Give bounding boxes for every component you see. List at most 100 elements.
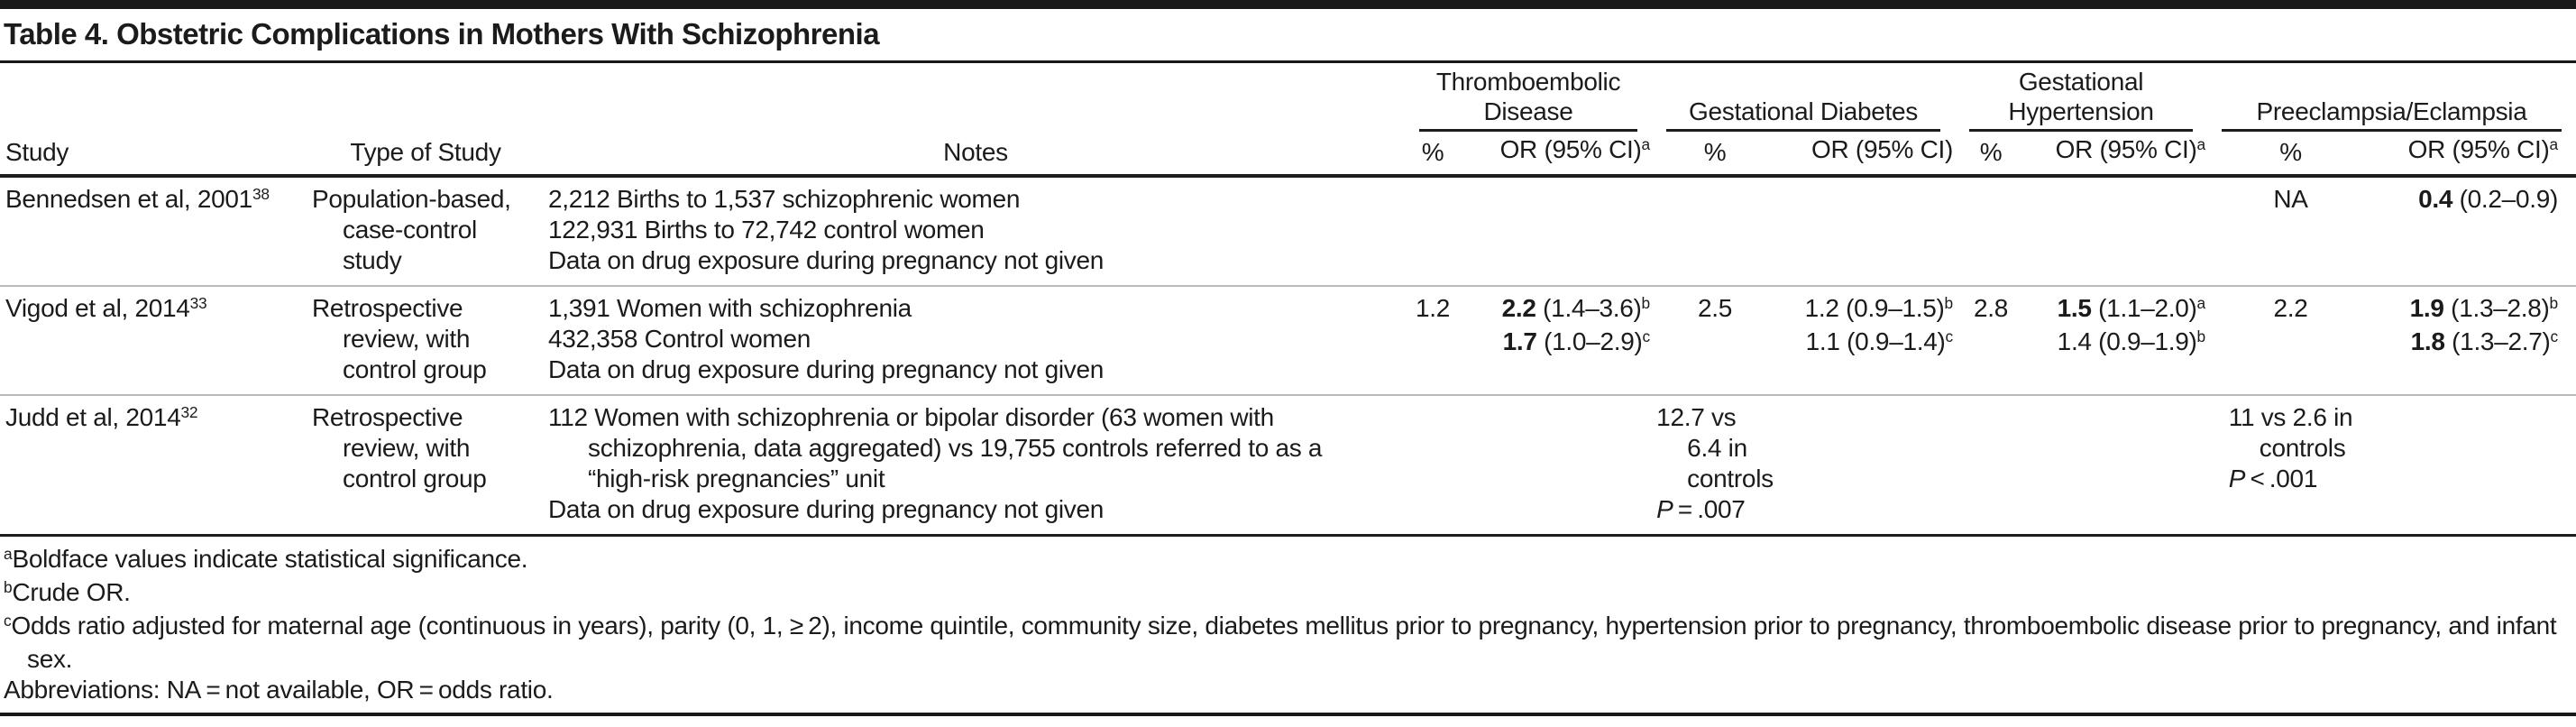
study-cell: Bennedsen et al, 200138 <box>0 176 305 286</box>
table-body: Bennedsen et al, 200138 Population-based,… <box>0 176 2576 537</box>
footnote-line: aBoldface values indicate statistical si… <box>4 545 528 573</box>
pct-text-block: 12.7 vs 6.4 in controls P = .007 <box>1656 402 1774 525</box>
text-line: “high-risk pregnancies” unit <box>588 465 885 492</box>
reference-superscript: 38 <box>252 185 270 204</box>
study-name: Judd et al, 201432 <box>5 403 198 431</box>
italic-p: P <box>1656 495 1673 523</box>
superscript: b <box>1641 294 1651 313</box>
text-line: schizophrenia, data aggregated) vs 19,75… <box>588 434 1323 462</box>
superscript: a <box>2196 135 2206 154</box>
text-line: 432,358 Control women <box>548 325 811 353</box>
or-header-label: OR (95% CI) <box>1499 135 1642 163</box>
group-header-row: Study Type of Study Notes Thromboembolic… <box>0 63 2576 178</box>
text-line: Retrospective <box>312 294 463 322</box>
footnote-marker: c <box>4 612 12 630</box>
or-cell-gestational-diabetes <box>1778 176 1955 286</box>
note-item: 432,358 Control women <box>548 324 1403 354</box>
sub-header-row: % OR (95% CI)a % OR (95% CI) % OR (95% C… <box>0 132 2576 178</box>
col-header-notes: Notes <box>546 63 1405 178</box>
or-cell-thromboembolic-disease <box>1461 176 1652 286</box>
text-line: 112 Women with schizophrenia or bipolar … <box>548 403 1274 431</box>
bold-or-value: 1.5 <box>2057 294 2092 322</box>
group-label: Thromboembolic Disease <box>1419 67 1637 132</box>
notes-cell: 2,212 Births to 1,537 schizophrenic wome… <box>546 176 1405 286</box>
pct-cell-preeclampsia-eclampsia: NA <box>2273 185 2308 213</box>
col-header-study: Study <box>0 63 305 178</box>
text-line: controls <box>2259 434 2346 462</box>
bold-or-value: 1.8 <box>2410 327 2445 355</box>
or-value: 1.4 (0.9–1.9)b <box>2057 327 2206 355</box>
col-header-or-thromboembolic: OR (95% CI)a <box>1461 132 1652 178</box>
note-item: 122,931 Births to 72,742 control women <box>548 215 1403 245</box>
reference-superscript: 33 <box>189 294 207 313</box>
or-value: 1.2 (0.9–1.5)b <box>1804 294 1954 322</box>
text-line: review, with <box>343 325 471 353</box>
group-header-thromboembolic-disease: Thromboembolic Disease <box>1405 63 1652 132</box>
or-value: 1.1 (0.9–1.4)c <box>1805 327 1954 355</box>
text-line: 6.4 in <box>1687 434 1747 462</box>
or-cell-gestational-diabetes: 1.2 (0.9–1.5)b 1.1 (0.9–1.4)c <box>1778 285 1955 395</box>
note-item: Data on drug exposure during pregnancy n… <box>548 494 1403 525</box>
or-cell-gestational-diabetes <box>1778 394 1955 537</box>
group-label: Gestational Hypertension <box>1969 67 2194 132</box>
text-line: Retrospective <box>312 403 463 431</box>
notes-cell: 1,391 Women with schizophrenia 432,358 Co… <box>546 285 1405 395</box>
superscript: a <box>1641 135 1651 154</box>
pct-text-block: 11 vs 2.6 in controls P < .001 <box>2229 402 2353 494</box>
or-value: 1.5 (1.1–2.0)a <box>2057 294 2206 322</box>
pct-cell-gestational-hypertension: 2.8 <box>1955 285 2027 395</box>
text-line: 12.7 vs <box>1656 403 1737 431</box>
text-line: 1,391 Women with schizophrenia <box>548 294 912 322</box>
obstetric-complications-table: Study Type of Study Notes Thromboembolic… <box>0 63 2576 537</box>
text-line: Population-based, <box>312 185 511 213</box>
text-line: case-control <box>343 216 477 244</box>
col-header-pct-preeclampsia: % <box>2207 132 2375 178</box>
pct-cell-preeclampsia-eclampsia: 11 vs 2.6 in controls P < .001 <box>2207 394 2375 537</box>
superscript: c <box>1945 327 1954 346</box>
superscript: b <box>2196 327 2206 346</box>
top-rule <box>0 0 2576 9</box>
notes-cell: 112 Women with schizophrenia or bipolar … <box>546 394 1405 537</box>
study-name: Bennedsen et al, 200138 <box>5 185 270 213</box>
or-header-label: OR (95% CI) <box>2055 135 2197 163</box>
or-value: 1.9 (1.3–2.8)b <box>2409 294 2559 322</box>
superscript: a <box>2549 135 2559 154</box>
col-header-or-gestational-hypertension: OR (95% CI)a <box>2027 132 2208 178</box>
text-line: control group <box>343 355 487 383</box>
note-item: Data on drug exposure during pregnancy n… <box>548 245 1403 276</box>
reference-superscript: 32 <box>180 403 198 422</box>
or-value: 0.4 (0.2–0.9) <box>2418 185 2559 213</box>
group-header-gestational-diabetes: Gestational Diabetes <box>1652 63 1955 132</box>
type-of-study-cell: Retrospective review, with control group <box>305 285 546 395</box>
col-header-or-gestational-diabetes: OR (95% CI) <box>1778 132 1955 178</box>
footnotes: aBoldface values indicate statistical si… <box>0 537 2576 705</box>
col-header-pct-gestational-diabetes: % <box>1652 132 1778 178</box>
or-cell-preeclampsia-eclampsia: 0.4 (0.2–0.9) <box>2374 176 2576 286</box>
text-line: study <box>343 246 402 274</box>
note-item: 2,212 Births to 1,537 schizophrenic wome… <box>548 184 1403 215</box>
or-value: 1.8 (1.3–2.7)c <box>2410 327 2559 355</box>
study-name: Vigod et al, 201433 <box>5 294 207 322</box>
or-cell-thromboembolic-disease <box>1461 394 1652 537</box>
superscript: b <box>2549 294 2559 313</box>
pct-cell-thromboembolic-disease <box>1405 176 1461 286</box>
or-cell-thromboembolic-disease: 2.2 (1.4–3.6)b 1.7 (1.0–2.9)c <box>1461 285 1652 395</box>
col-header-pct-gestational-hypertension: % <box>1955 132 2027 178</box>
footnote-line: Abbreviations: NA = not available, OR = … <box>4 676 554 704</box>
bold-or-value: 1.9 <box>2409 294 2444 322</box>
bold-or-value: 2.2 <box>1501 294 1536 322</box>
text-line: P < .001 <box>2228 465 2318 492</box>
study-cell: Judd et al, 201432 <box>0 394 305 537</box>
pct-cell-gestational-hypertension <box>1955 176 2027 286</box>
col-header-pct-thromboembolic: % <box>1405 132 1461 178</box>
pct-cell-gestational-diabetes <box>1652 176 1778 286</box>
pct-cell-preeclampsia-eclampsia: 2.2 <box>2207 285 2375 395</box>
or-header-label: OR (95% CI) <box>1811 135 1953 163</box>
table-row: Judd et al, 201432 Retrospective review, w… <box>0 394 2576 537</box>
superscript: a <box>2196 294 2206 313</box>
footnote-line: cOdds ratio adjusted for maternal age (c… <box>4 612 2557 673</box>
pct-cell-gestational-diabetes: 12.7 vs 6.4 in controls P = .007 <box>1652 394 1778 537</box>
bold-or-value: 0.4 <box>2418 185 2453 213</box>
or-cell-gestational-hypertension: 1.5 (1.1–2.0)a 1.4 (0.9–1.9)b <box>2027 285 2208 395</box>
pct-cell-thromboembolic-disease: 1.2 <box>1405 285 1461 395</box>
